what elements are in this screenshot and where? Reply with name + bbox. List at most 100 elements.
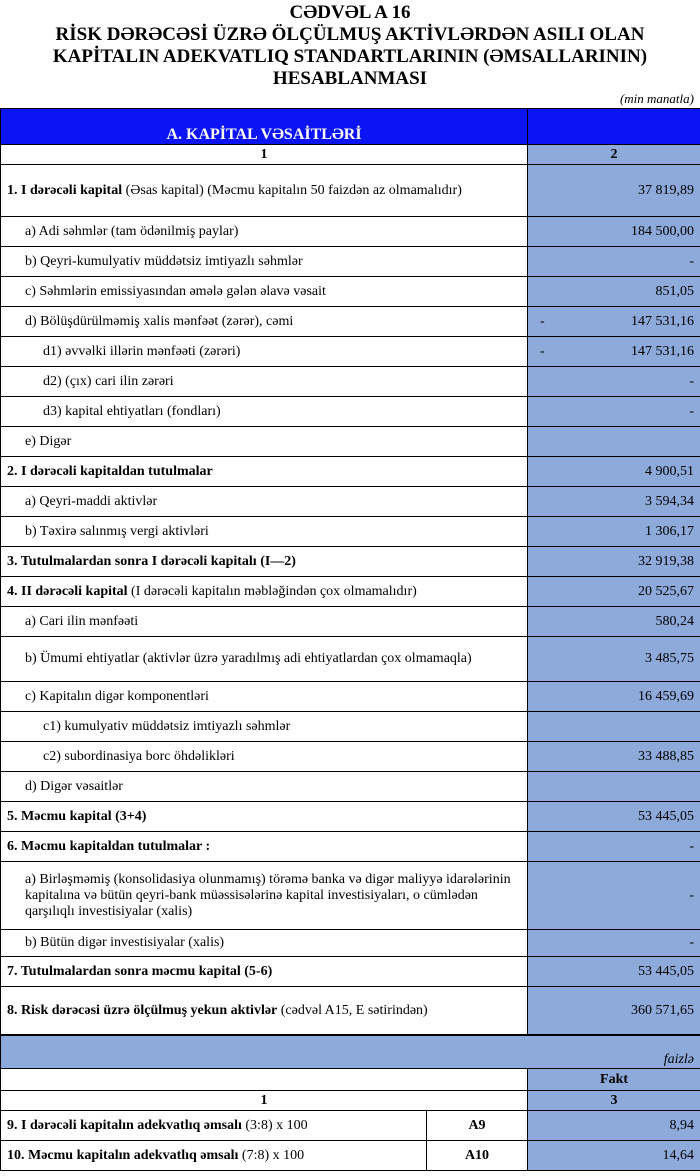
table-row: c2) subordinasiya borc öhdəlikləri 33 488… bbox=[0, 741, 700, 772]
row-value bbox=[527, 771, 700, 802]
row-value: - 147 531,16 bbox=[527, 306, 700, 337]
row-label-text: e) Digər bbox=[25, 433, 72, 449]
value-text: - bbox=[689, 887, 694, 903]
row-label: b) Ümumi ehtiyatlar (aktivlər üzrə yarad… bbox=[0, 636, 528, 682]
value-text: 851,05 bbox=[655, 283, 695, 299]
row-label: c) Kapitalın digər komponentləri bbox=[0, 681, 528, 712]
table-row: a) Qeyri-maddi aktivlər 3 594,34 bbox=[0, 486, 700, 517]
row-label-text: b) Bütün digər investisiyalar (xalis) bbox=[25, 935, 225, 950]
value-text: 32 919,38 bbox=[638, 553, 694, 569]
row-label-text: (I dərəcəli kapitalın məbləğindən çox ol… bbox=[127, 583, 417, 599]
row-value: 32 919,38 bbox=[527, 546, 700, 577]
title-line: RİSK DƏRƏCƏSİ ÜZRƏ ÖLÇÜLMUŞ AKTİVLƏRDƏN … bbox=[55, 24, 645, 45]
ratio-unit: faizlə bbox=[0, 1035, 700, 1069]
row-label: 6. Məcmu kapitaldan tutulmalar : bbox=[0, 831, 528, 862]
row-value: 53 445,05 bbox=[527, 956, 700, 987]
row-label: a) Cari ilin mənfəəti bbox=[0, 606, 528, 637]
row-label: 2. I dərəcəli kapitaldan tutulmalar bbox=[0, 456, 528, 487]
value-text: - bbox=[689, 253, 694, 269]
section-header-value bbox=[527, 108, 700, 145]
row-value: - bbox=[527, 246, 700, 277]
table-row: c) Kapitalın digər komponentləri 16 459,6… bbox=[0, 681, 700, 712]
ratio-label: 9. I dərəcəli kapitalın adekvatlıq əmsal… bbox=[0, 1110, 427, 1141]
table-row: d) Bölüşdürülməmiş xalis mənfəət (zərər)… bbox=[0, 306, 700, 337]
row-label-text: d2) (çıx) cari ilin zərəri bbox=[43, 373, 174, 389]
table-row: 5. Məcmu kapital (3+4) 53 445,05 bbox=[0, 801, 700, 832]
value-text: - bbox=[689, 838, 694, 854]
row-value: 3 594,34 bbox=[527, 486, 700, 517]
value-text: 4 900,51 bbox=[645, 463, 694, 479]
ratio-header-fakt: Fakt bbox=[526, 1068, 700, 1091]
row-label-text: c) Kapitalın digər komponentləri bbox=[25, 688, 209, 704]
row-label: 4. II dərəcəli kapital (I dərəcəli kapit… bbox=[0, 576, 528, 607]
row-value: 851,05 bbox=[527, 276, 700, 307]
row-label-text: a) Qeyri-maddi aktivlər bbox=[25, 493, 158, 509]
row-label: 3. Tutulmalardan sonra I dərəcəli kapita… bbox=[0, 546, 528, 577]
negative-sign: - bbox=[540, 313, 545, 329]
row-label: e) Digər bbox=[0, 426, 528, 457]
row-value: - bbox=[527, 861, 700, 930]
ratio-value: 14,64 bbox=[526, 1140, 700, 1171]
row-value: 53 445,05 bbox=[527, 801, 700, 832]
table-row: d1) əvvəlki illərin mənfəəti (zərəri) - 14… bbox=[0, 336, 700, 367]
row-label-text: c) Səhmlərin emissiyasından əmələ gələn … bbox=[25, 283, 326, 299]
value-text: 53 445,05 bbox=[638, 808, 694, 824]
value-text: 33 488,85 bbox=[638, 748, 694, 764]
row-label-text: b) Təxirə salınmış vergi aktivləri bbox=[25, 523, 209, 539]
row-label-text: d) Digər vəsaitlər bbox=[25, 778, 123, 794]
row-label: a) Qeyri-maddi aktivlər bbox=[0, 486, 528, 517]
row-label-text: d) Bölüşdürülməmiş xalis mənfəət (zərər)… bbox=[25, 313, 294, 329]
row-value: 184 500,00 bbox=[527, 216, 700, 247]
table-row: d) Digər vəsaitlər bbox=[0, 771, 700, 802]
ratio-header-empty bbox=[0, 1068, 528, 1091]
value-text: 20 525,67 bbox=[638, 583, 694, 599]
row-label-text: b) Qeyri-kumulyativ müddətsiz imtiyazlı … bbox=[25, 253, 303, 269]
value-text: 147 531,16 bbox=[631, 343, 694, 359]
row-label-bold: 2. I dərəcəli kapitaldan tutulmalar bbox=[7, 463, 213, 479]
title-line: CƏDVƏL A 16 bbox=[289, 2, 411, 23]
ratio-label-text: (7:8) x 100 bbox=[238, 1147, 305, 1163]
value-text: - bbox=[689, 935, 694, 950]
row-label-text: a) Birləşməmiş (konsolidasiya olunmamış)… bbox=[25, 871, 511, 919]
row-label: d) Bölüşdürülməmiş xalis mənfəət (zərər)… bbox=[0, 306, 528, 337]
table-row: a) Cari ilin mənfəəti 580,24 bbox=[0, 606, 700, 637]
ratio-code: A9 bbox=[426, 1110, 528, 1141]
row-value: - 147 531,16 bbox=[527, 336, 700, 367]
row-label-text: (Əsas kapital) (Məcmu kapitalın 50 faizd… bbox=[122, 182, 462, 198]
col-header-1: 1 bbox=[0, 144, 528, 165]
row-label-text: c1) kumulyativ müddətsiz imtiyazlı səhml… bbox=[43, 718, 291, 734]
row-value: 37 819,89 bbox=[527, 164, 700, 217]
row-value: - bbox=[527, 366, 700, 397]
row-label: 1. I dərəcəli kapital (Əsas kapital) (Mə… bbox=[0, 164, 528, 217]
row-label-bold: 6. Məcmu kapitaldan tutulmalar : bbox=[7, 838, 211, 854]
row-value: 580,24 bbox=[527, 606, 700, 637]
row-label-bold: 1. I dərəcəli kapital bbox=[7, 182, 123, 198]
table-row: d3) kapital ehtiyatları (fondları) - bbox=[0, 396, 700, 427]
row-value: - bbox=[527, 396, 700, 427]
row-label: b) Qeyri-kumulyativ müddətsiz imtiyazlı … bbox=[0, 246, 528, 277]
col-header-2: 2 bbox=[527, 144, 700, 165]
table-row: 8. Risk dərəcəsi üzrə ölçülmuş yekun akt… bbox=[0, 986, 700, 1035]
row-label: b) Bütün digər investisiyalar (xalis) bbox=[0, 929, 528, 957]
table-row: 7. Tutulmalardan sonra məcmu kapital (5-… bbox=[0, 956, 700, 987]
value-text: 53 445,05 bbox=[638, 963, 694, 979]
row-value: 3 485,75 bbox=[527, 636, 700, 682]
row-value: - bbox=[527, 831, 700, 862]
row-label-text: c2) subordinasiya borc öhdəlikləri bbox=[43, 748, 235, 764]
row-label: 7. Tutulmalardan sonra məcmu kapital (5-… bbox=[0, 956, 528, 987]
table-row: b) Qeyri-kumulyativ müddətsiz imtiyazlı … bbox=[0, 246, 700, 277]
value-text: 147 531,16 bbox=[631, 313, 694, 329]
value-text: 16 459,69 bbox=[638, 688, 694, 704]
ratio-value: 8,94 bbox=[526, 1110, 700, 1141]
value-text: 1 306,17 bbox=[645, 523, 694, 539]
row-label-text: a) Adi səhmlər (tam ödənilmiş paylar) bbox=[25, 223, 239, 239]
row-label-text: d1) əvvəlki illərin mənfəəti (zərəri) bbox=[43, 343, 241, 359]
row-value: 16 459,69 bbox=[527, 681, 700, 712]
ratio-col-3: 3 bbox=[526, 1090, 700, 1111]
row-label: 5. Məcmu kapital (3+4) bbox=[0, 801, 528, 832]
row-value: 33 488,85 bbox=[527, 741, 700, 772]
row-label-text: d3) kapital ehtiyatları (fondları) bbox=[43, 403, 221, 419]
row-label: d) Digər vəsaitlər bbox=[0, 771, 528, 802]
